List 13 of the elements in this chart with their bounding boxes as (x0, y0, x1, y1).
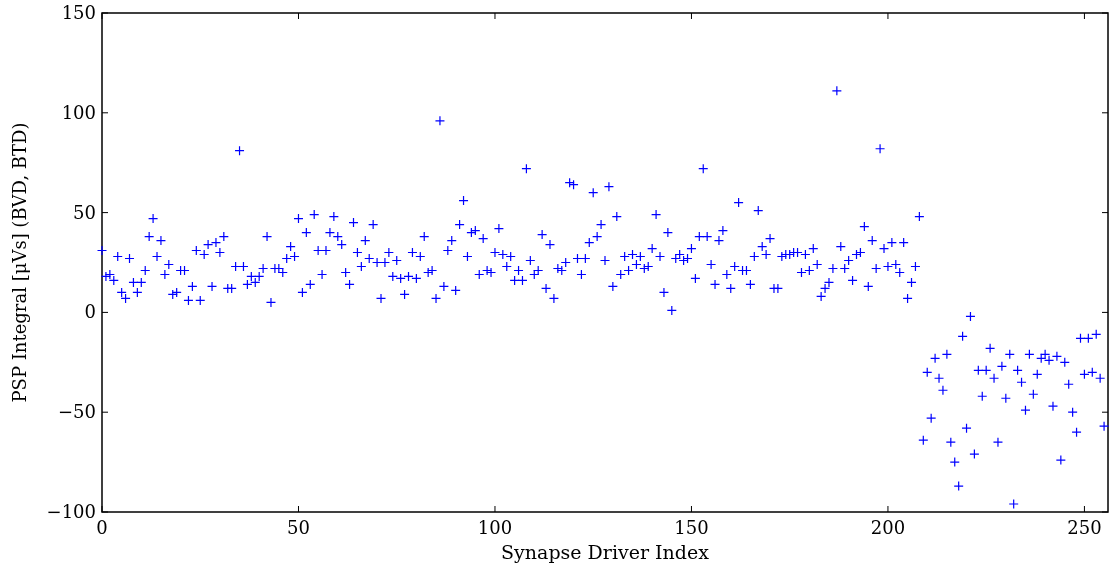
y-tick-label: 50 (73, 201, 96, 223)
y-tick-label: −100 (46, 501, 96, 522)
x-axis-title: Synapse Driver Index (501, 541, 710, 563)
y-tick-label: 150 (61, 2, 96, 23)
x-tick-label: 200 (870, 517, 906, 538)
y-tick-label: 0 (84, 301, 96, 323)
x-tick-label: 250 (1067, 517, 1102, 538)
y-tick-label: 100 (61, 101, 96, 123)
x-tick-label: 50 (287, 517, 310, 538)
y-axis-title: PSP Integral [μVs] (BVD, BTD) (9, 122, 30, 403)
x-tick-label: 100 (477, 517, 513, 538)
x-tick-label: 150 (674, 517, 709, 538)
y-tick-label: −50 (58, 401, 96, 423)
